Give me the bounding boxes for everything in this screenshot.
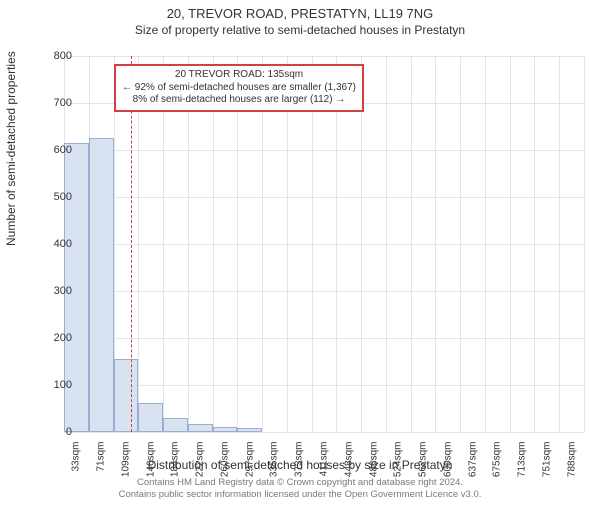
x-tick-label: 71sqm bbox=[96, 442, 107, 492]
gridline bbox=[64, 432, 584, 433]
gridline bbox=[64, 150, 584, 151]
gridline bbox=[64, 385, 584, 386]
y-tick-label: 700 bbox=[32, 97, 72, 109]
x-tick-label: 297sqm bbox=[244, 442, 255, 492]
y-axis-label: Number of semi-detached properties bbox=[4, 51, 18, 246]
gridline bbox=[361, 56, 362, 432]
x-tick-label: 486sqm bbox=[368, 442, 379, 492]
histogram-bar bbox=[188, 424, 213, 432]
gridline bbox=[163, 56, 164, 432]
histogram-bar bbox=[89, 138, 114, 432]
page-subtitle: Size of property relative to semi-detach… bbox=[0, 23, 600, 37]
annotation-line: ← 92% of semi-detached houses are smalle… bbox=[122, 82, 356, 95]
x-tick-label: 637sqm bbox=[467, 442, 478, 492]
gridline bbox=[510, 56, 511, 432]
y-tick-label: 100 bbox=[32, 379, 72, 391]
marker-line bbox=[131, 56, 132, 432]
x-tick-label: 562sqm bbox=[418, 442, 429, 492]
gridline bbox=[237, 56, 238, 432]
x-tick-label: 184sqm bbox=[170, 442, 181, 492]
annotation-line: 20 TREVOR ROAD: 135sqm bbox=[122, 69, 356, 82]
gridline bbox=[411, 56, 412, 432]
x-tick-label: 222sqm bbox=[195, 442, 206, 492]
y-tick-label: 400 bbox=[32, 238, 72, 250]
gridline bbox=[534, 56, 535, 432]
gridline bbox=[559, 56, 560, 432]
histogram-bar bbox=[213, 427, 238, 432]
y-tick-label: 200 bbox=[32, 332, 72, 344]
x-tick-label: 713sqm bbox=[517, 442, 528, 492]
x-tick-label: 524sqm bbox=[393, 442, 404, 492]
gridline bbox=[485, 56, 486, 432]
x-tick-label: 373sqm bbox=[294, 442, 305, 492]
y-tick-label: 800 bbox=[32, 50, 72, 62]
plot-region: 20 TREVOR ROAD: 135sqm← 92% of semi-deta… bbox=[64, 56, 584, 432]
gridline bbox=[386, 56, 387, 432]
x-tick-label: 260sqm bbox=[219, 442, 230, 492]
gridline bbox=[64, 197, 584, 198]
gridline bbox=[312, 56, 313, 432]
gridline bbox=[460, 56, 461, 432]
x-tick-label: 411sqm bbox=[319, 442, 330, 492]
gridline bbox=[64, 338, 584, 339]
gridline bbox=[64, 56, 584, 57]
annotation-line: 8% of semi-detached houses are larger (1… bbox=[122, 94, 356, 107]
gridline bbox=[138, 56, 139, 432]
x-tick-label: 109sqm bbox=[120, 442, 131, 492]
gridline bbox=[64, 244, 584, 245]
y-tick-label: 500 bbox=[32, 191, 72, 203]
histogram-bar bbox=[114, 359, 139, 432]
x-tick-label: 600sqm bbox=[442, 442, 453, 492]
gridline bbox=[213, 56, 214, 432]
chart-area: 20 TREVOR ROAD: 135sqm← 92% of semi-deta… bbox=[64, 56, 584, 432]
gridline bbox=[584, 56, 585, 432]
annotation-box: 20 TREVOR ROAD: 135sqm← 92% of semi-deta… bbox=[114, 64, 364, 112]
x-tick-label: 146sqm bbox=[145, 442, 156, 492]
gridline bbox=[64, 291, 584, 292]
x-tick-label: 751sqm bbox=[541, 442, 552, 492]
x-tick-label: 335sqm bbox=[269, 442, 280, 492]
gridline bbox=[287, 56, 288, 432]
gridline bbox=[435, 56, 436, 432]
x-tick-label: 788sqm bbox=[566, 442, 577, 492]
histogram-bar bbox=[237, 428, 262, 432]
x-tick-label: 33sqm bbox=[71, 442, 82, 492]
y-tick-label: 300 bbox=[32, 285, 72, 297]
page-title: 20, TREVOR ROAD, PRESTATYN, LL19 7NG bbox=[0, 6, 600, 21]
histogram-bar bbox=[163, 418, 188, 432]
gridline bbox=[188, 56, 189, 432]
y-tick-label: 0 bbox=[32, 426, 72, 438]
y-tick-label: 600 bbox=[32, 144, 72, 156]
x-tick-label: 448sqm bbox=[343, 442, 354, 492]
x-tick-label: 675sqm bbox=[492, 442, 503, 492]
histogram-bar bbox=[138, 403, 163, 432]
gridline bbox=[336, 56, 337, 432]
gridline bbox=[262, 56, 263, 432]
